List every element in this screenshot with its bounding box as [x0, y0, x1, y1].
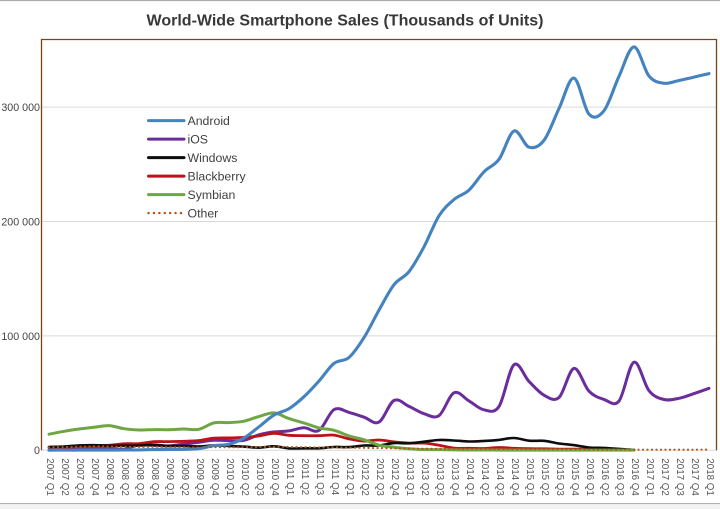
svg-text:2015 Q1: 2015 Q1	[524, 458, 535, 496]
svg-text:Other: Other	[188, 206, 219, 220]
svg-text:300 000: 300 000	[1, 102, 40, 114]
svg-text:2009 Q2: 2009 Q2	[179, 458, 190, 496]
svg-text:2009 Q3: 2009 Q3	[194, 458, 205, 496]
svg-text:2012 Q4: 2012 Q4	[389, 458, 400, 496]
svg-text:2008 Q4: 2008 Q4	[149, 458, 160, 496]
svg-text:Android: Android	[188, 114, 231, 128]
svg-text:2015 Q4: 2015 Q4	[569, 458, 580, 496]
svg-text:2017 Q3: 2017 Q3	[674, 458, 685, 496]
svg-text:2015 Q3: 2015 Q3	[554, 458, 565, 496]
svg-text:Blackberry: Blackberry	[188, 169, 247, 183]
svg-text:2014 Q1: 2014 Q1	[464, 458, 475, 496]
svg-text:iOS: iOS	[188, 132, 209, 146]
svg-text:2012 Q2: 2012 Q2	[359, 458, 370, 496]
svg-text:2013 Q3: 2013 Q3	[434, 458, 445, 496]
svg-text:2008 Q1: 2008 Q1	[104, 458, 115, 496]
svg-text:2008 Q2: 2008 Q2	[119, 458, 130, 496]
svg-text:2016 Q2: 2016 Q2	[599, 458, 610, 496]
svg-text:2013 Q2: 2013 Q2	[419, 458, 430, 496]
svg-text:2008 Q3: 2008 Q3	[134, 458, 145, 496]
svg-text:2013 Q1: 2013 Q1	[404, 458, 415, 496]
svg-text:2014 Q3: 2014 Q3	[494, 458, 505, 496]
svg-text:2011 Q2: 2011 Q2	[299, 458, 310, 495]
svg-text:0: 0	[34, 445, 40, 457]
svg-text:2010 Q3: 2010 Q3	[254, 458, 265, 496]
svg-text:2017 Q1: 2017 Q1	[644, 458, 655, 496]
svg-text:2010 Q2: 2010 Q2	[239, 458, 250, 496]
svg-text:2010 Q4: 2010 Q4	[269, 458, 280, 496]
svg-text:2018 Q1: 2018 Q1	[704, 458, 715, 496]
svg-text:2007 Q4: 2007 Q4	[89, 458, 100, 496]
svg-text:2013 Q4: 2013 Q4	[449, 458, 460, 496]
svg-text:2012 Q1: 2012 Q1	[344, 458, 355, 496]
svg-text:2009 Q1: 2009 Q1	[164, 458, 175, 496]
svg-text:2009 Q4: 2009 Q4	[209, 458, 220, 496]
svg-text:2014 Q4: 2014 Q4	[509, 458, 520, 496]
svg-text:2016 Q3: 2016 Q3	[614, 458, 625, 496]
svg-text:100 000: 100 000	[1, 331, 40, 343]
svg-text:Windows: Windows	[188, 151, 238, 165]
svg-text:200 000: 200 000	[1, 216, 40, 228]
svg-text:2016 Q4: 2016 Q4	[629, 458, 640, 496]
svg-text:2017 Q4: 2017 Q4	[689, 458, 700, 496]
svg-text:Symbian: Symbian	[188, 188, 236, 202]
svg-text:2007 Q1: 2007 Q1	[44, 458, 55, 496]
svg-text:2016 Q1: 2016 Q1	[584, 458, 595, 496]
svg-text:2015 Q2: 2015 Q2	[539, 458, 550, 496]
svg-text:2011 Q3: 2011 Q3	[314, 458, 325, 495]
svg-text:2011 Q4: 2011 Q4	[329, 458, 340, 495]
svg-text:2007 Q2: 2007 Q2	[59, 458, 70, 496]
svg-text:2012 Q3: 2012 Q3	[374, 458, 385, 496]
svg-text:2017 Q2: 2017 Q2	[659, 458, 670, 496]
svg-text:2010 Q1: 2010 Q1	[224, 458, 235, 496]
svg-text:2014 Q2: 2014 Q2	[479, 458, 490, 496]
svg-text:2011 Q1: 2011 Q1	[284, 458, 295, 495]
svg-text:World-Wide Smartphone Sales (T: World-Wide Smartphone Sales (Thousands o…	[147, 12, 544, 29]
svg-text:2007 Q3: 2007 Q3	[74, 458, 85, 496]
